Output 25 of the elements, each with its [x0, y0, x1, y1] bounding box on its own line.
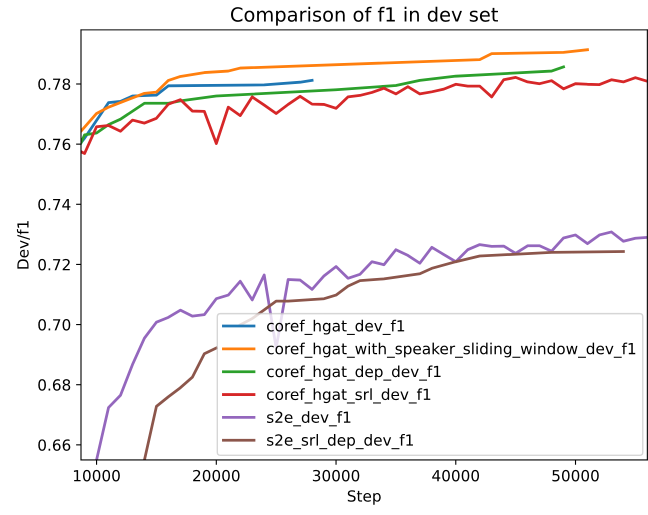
legend-label: s2e_srl_dep_dev_f1	[267, 434, 413, 450]
y-tick-label: 0.66	[38, 439, 70, 451]
legend-label: coref_hgat_with_speaker_sliding_window_dev_f1	[267, 342, 636, 358]
line-series	[81, 48, 589, 133]
y-tick-label: 0.74	[38, 198, 70, 210]
x-tick-label: 40000	[432, 470, 480, 482]
legend-label: coref_hgat_srl_dev_f1	[267, 388, 430, 404]
legend-label: s2e_dev_f1	[267, 411, 350, 426]
x-tick-label: 30000	[312, 470, 360, 482]
y-tick-label: 0.70	[38, 319, 70, 331]
y-tick-label: 0.72	[38, 258, 70, 270]
line-series	[81, 76, 648, 155]
x-axis-title: Step	[348, 490, 381, 505]
y-tick-label: 0.78	[38, 78, 70, 90]
x-tick-label: 10000	[74, 470, 120, 482]
y-tick-label: 0.76	[38, 138, 70, 150]
y-axis-title: Dev/f1	[16, 221, 30, 269]
y-tick-label: 0.68	[38, 379, 70, 391]
line-series	[81, 65, 565, 144]
x-tick-label: 50000	[552, 470, 599, 482]
legend-label: coref_hgat_dep_dev_f1	[267, 365, 441, 381]
x-tick-label: 20000	[193, 470, 240, 482]
legend-label: coref_hgat_dev_f1	[267, 320, 404, 335]
chart-title: Comparison of f1 in dev set	[231, 6, 498, 26]
line-series	[95, 230, 648, 460]
